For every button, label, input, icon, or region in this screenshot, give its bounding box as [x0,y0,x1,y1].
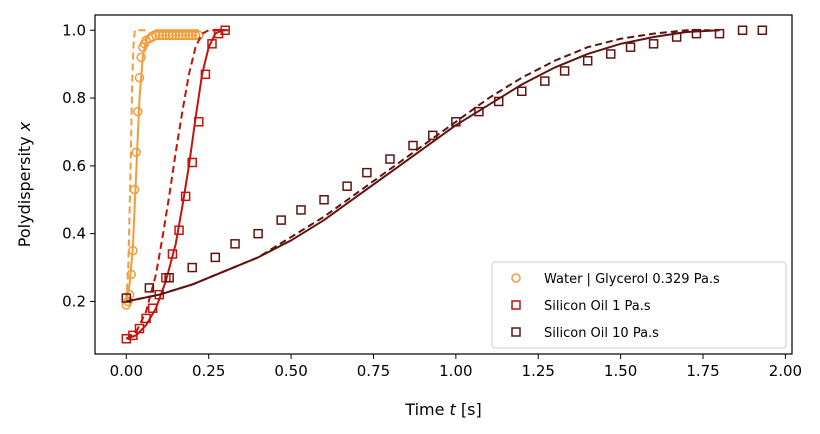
data-point [671,32,682,42]
data-point [517,86,527,97]
data-point [582,56,593,66]
data-point [170,30,181,41]
legend: Water | Glycerol 0.329 Pa.s Silicon Oil 1… [491,261,787,349]
legend-marker-silicon-oil-10-pa-s [511,327,521,337]
data-point [184,30,194,41]
x-tick-label: 0.75 [357,362,390,380]
data-point [319,195,329,205]
x-tick-label: 1.75 [686,362,719,380]
x-tick-label: 1.25 [522,362,555,380]
y-tick-label: 0.8 [62,89,86,107]
data-point [187,157,197,168]
x-tick-label: 0.50 [274,362,307,380]
y-tick-label: 0.4 [62,225,86,243]
data-point [207,39,217,49]
y-tick-label: 1.0 [62,21,86,39]
data-point [134,72,145,83]
data-point [253,228,263,239]
data-point [164,272,174,283]
data-point [136,52,146,63]
y-tick-label: 0.2 [62,292,86,310]
data-point [126,269,137,280]
data-point [154,30,165,41]
data-point [131,147,141,158]
data-point [648,39,659,49]
data-point [385,154,395,164]
data-point [559,66,570,76]
data-point [540,76,550,86]
data-point [737,25,748,36]
data-point [180,30,191,41]
y-axis-label: Polydispersity x [15,121,34,247]
x-tick-label: 0.25 [192,362,225,380]
data-point [144,283,155,293]
data-point [128,330,138,341]
data-point [174,30,184,41]
data-point [177,30,188,41]
data-point [714,28,725,39]
x-axis-label: Time t [s] [404,400,481,419]
fit-line-dashed-silicon-oil-1-pa-s [125,29,226,340]
y-tick-label: 0.6 [62,157,86,175]
data-point [200,69,211,80]
data-point [230,239,240,249]
legend-label-water-glycerol-0-329-pa-s: Water | Glycerol 0.329 Pa.s [544,272,720,287]
data-point [451,117,461,127]
series-water-glycerol-0-329-pa-s [121,29,204,310]
data-point [194,117,204,127]
legend-label-silicon-oil-10-pa-s: Silicon Oil 10 Pa.s [544,326,659,341]
series-silicon-oil-10-pa-s [121,25,768,303]
data-point [134,323,145,334]
plot-area-frame [94,14,793,355]
data-point [210,252,221,263]
data-point [625,42,636,52]
x-tick-label: 0.00 [110,362,143,380]
legend-box [491,261,787,349]
data-point [408,140,418,151]
data-point [428,130,438,141]
data-point [474,106,484,117]
fit-line-solid-water-glycerol-0-329-pa-s [125,29,199,302]
data-point [128,245,138,256]
data-point [605,49,616,59]
data-point [342,181,352,191]
data-point [296,205,306,215]
data-point [187,262,197,273]
legend-marker-silicon-oil-1-pa-s [511,300,521,310]
data-point [187,30,197,41]
x-tick-label: 1.00 [439,362,472,380]
data-point [129,184,140,195]
data-point [164,30,174,41]
data-point [220,25,230,36]
data-point [757,25,768,36]
series-layer [121,25,768,344]
data-point [121,293,132,303]
x-tick-label: 2.00 [769,362,802,380]
fit-line-dashed-silicon-oil-10-pa-s [126,29,720,303]
data-point [180,191,191,202]
x-tick-label: 1.50 [604,362,637,380]
data-point [167,30,178,41]
data-point [167,249,178,259]
data-point [151,30,161,41]
legend-label-silicon-oil-1-pa-s: Silicon Oil 1 Pa.s [544,299,651,314]
data-point [190,30,201,41]
data-point [362,167,372,178]
data-point [161,30,171,41]
data-point [141,313,151,324]
data-point [157,30,168,41]
data-point [276,215,286,225]
data-point [493,96,504,107]
legend-marker-water-glycerol-0-329-pa-s [511,273,521,283]
data-point [691,28,702,39]
data-point [147,303,158,313]
x-axis: 0.00 0.25 0.50 0.75 1.00 1.25 1.50 1.75 2.00 [110,354,802,380]
fit-line-dashed-water-glycerol-0-329-pa-s [125,29,147,302]
data-point [174,225,184,236]
y-axis: 0.2 0.4 0.6 0.8 1.0 [62,21,95,310]
data-point [133,106,143,117]
